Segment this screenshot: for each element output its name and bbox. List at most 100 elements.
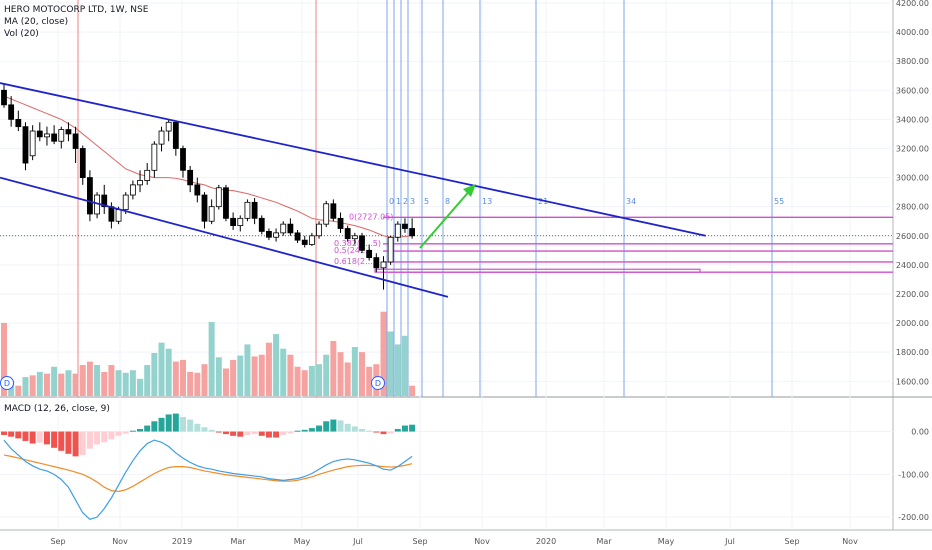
x-tick-label: Sep (412, 537, 427, 546)
volume-bar (244, 344, 251, 396)
volume-bar (230, 359, 237, 396)
volume-bar (294, 366, 301, 396)
candle-body (15, 118, 22, 128)
price-tick-label: 2200.00 (896, 290, 929, 299)
candle-body (409, 228, 416, 237)
volume-bar (94, 365, 101, 396)
candle-body (115, 209, 122, 222)
candle-body (330, 203, 337, 219)
macd-histogram-bar (265, 431, 272, 438)
macd-histogram-bar (108, 431, 115, 440)
dividend-badge[interactable] (371, 376, 385, 390)
macd-histogram-bar (401, 425, 408, 432)
candle-body (129, 184, 136, 196)
macd-histogram-bar (122, 431, 129, 434)
volume-bar (394, 344, 401, 396)
x-tick-label: Jul (724, 537, 735, 546)
candle-body (180, 148, 186, 171)
volume-bar (101, 371, 108, 396)
price-tick-label: 3600.00 (896, 86, 929, 95)
macd-histogram-bar (337, 420, 344, 432)
macd-histogram-bar (151, 421, 158, 432)
price-tick-label: 4000.00 (896, 28, 929, 37)
candle-body (351, 235, 358, 240)
volume-bar (201, 364, 208, 396)
candle-body (258, 217, 265, 232)
dividend-badge[interactable] (0, 376, 14, 390)
macd-histogram-bar (15, 431, 22, 439)
volume-bar (79, 365, 86, 396)
volume-bar (29, 375, 36, 396)
candle-body (366, 249, 373, 259)
x-tick-label: May (294, 537, 311, 546)
macd-histogram-bar (172, 413, 179, 432)
macd-histogram-bar (180, 416, 186, 432)
macd-histogram-bar (273, 431, 280, 438)
volume-bar (165, 348, 172, 396)
macd-line (3, 439, 413, 520)
volume-bar (330, 340, 337, 396)
macd-histogram-bar (187, 419, 194, 432)
volume-bar (359, 352, 365, 396)
candle-body (287, 223, 294, 234)
volume-bar (409, 385, 416, 396)
volume-bar (129, 370, 136, 396)
volume-bar (237, 355, 244, 396)
macd-histogram-bar (201, 427, 208, 432)
ma-legend[interactable]: MA (20, close) (4, 17, 69, 27)
volume-bar (280, 348, 287, 396)
volume-bar (137, 378, 144, 396)
candle-body (337, 217, 344, 229)
volume-bar (194, 372, 201, 396)
x-tick-label: Jul (352, 537, 363, 546)
candle-body (79, 148, 86, 178)
macd-histogram-bar (366, 430, 373, 432)
candle-body (380, 261, 387, 269)
macd-histogram-bar (144, 425, 151, 432)
candle-body (208, 206, 215, 222)
volume-bar (308, 365, 315, 396)
macd-legend-label[interactable]: MACD (12, 26, close, 9) (4, 404, 110, 414)
volume-bar (36, 371, 43, 396)
fib-retracement-label: 0.382(2...5) (334, 239, 381, 248)
volume-bar (344, 362, 351, 396)
candle-body (29, 130, 36, 157)
macd-histogram-bar (287, 431, 294, 434)
macd-histogram-bar (29, 431, 36, 444)
macd-histogram-bar (380, 431, 387, 435)
fib-retracement-label: 0.5(24...) (334, 246, 371, 255)
volume-bar (180, 359, 186, 396)
macd-histogram-bar (86, 431, 93, 449)
candle-body (58, 129, 65, 142)
macd-histogram-bar (22, 431, 29, 441)
volume-legend[interactable]: Vol (20) (4, 29, 39, 39)
price-tick-label: 4200.00 (896, 0, 929, 8)
macd-histogram-bar (359, 428, 365, 432)
candle-body (223, 187, 229, 219)
fib-retracement-label: 0(2727.05) (349, 212, 393, 221)
candle-body (323, 203, 330, 225)
candle-body (344, 228, 351, 240)
volume-bar (1, 322, 7, 396)
candle-body (402, 223, 408, 229)
volume-bar (258, 354, 265, 396)
projection-arrow-head (463, 184, 476, 197)
candle-body (101, 194, 108, 208)
macd-histogram-bar (165, 414, 172, 432)
macd-histogram-bar (79, 431, 86, 456)
symbol-title[interactable]: HERO MOTOCORP LTD, 1W, NSE (4, 5, 149, 15)
macd-histogram-bar (230, 431, 237, 436)
volume-bar (208, 322, 215, 396)
volume-bar (172, 361, 179, 396)
volume-bar (265, 342, 272, 396)
x-tick-label: Sep (784, 537, 799, 546)
macd-histogram-bar (101, 431, 108, 443)
candle-body (151, 143, 158, 171)
macd-histogram-bar (65, 431, 72, 454)
fib-time-zone-label: 8 (445, 197, 450, 206)
candle-body (165, 121, 172, 132)
macd-histogram-bar (280, 431, 287, 435)
volume-bar (115, 370, 122, 396)
volume-bar (301, 370, 308, 396)
